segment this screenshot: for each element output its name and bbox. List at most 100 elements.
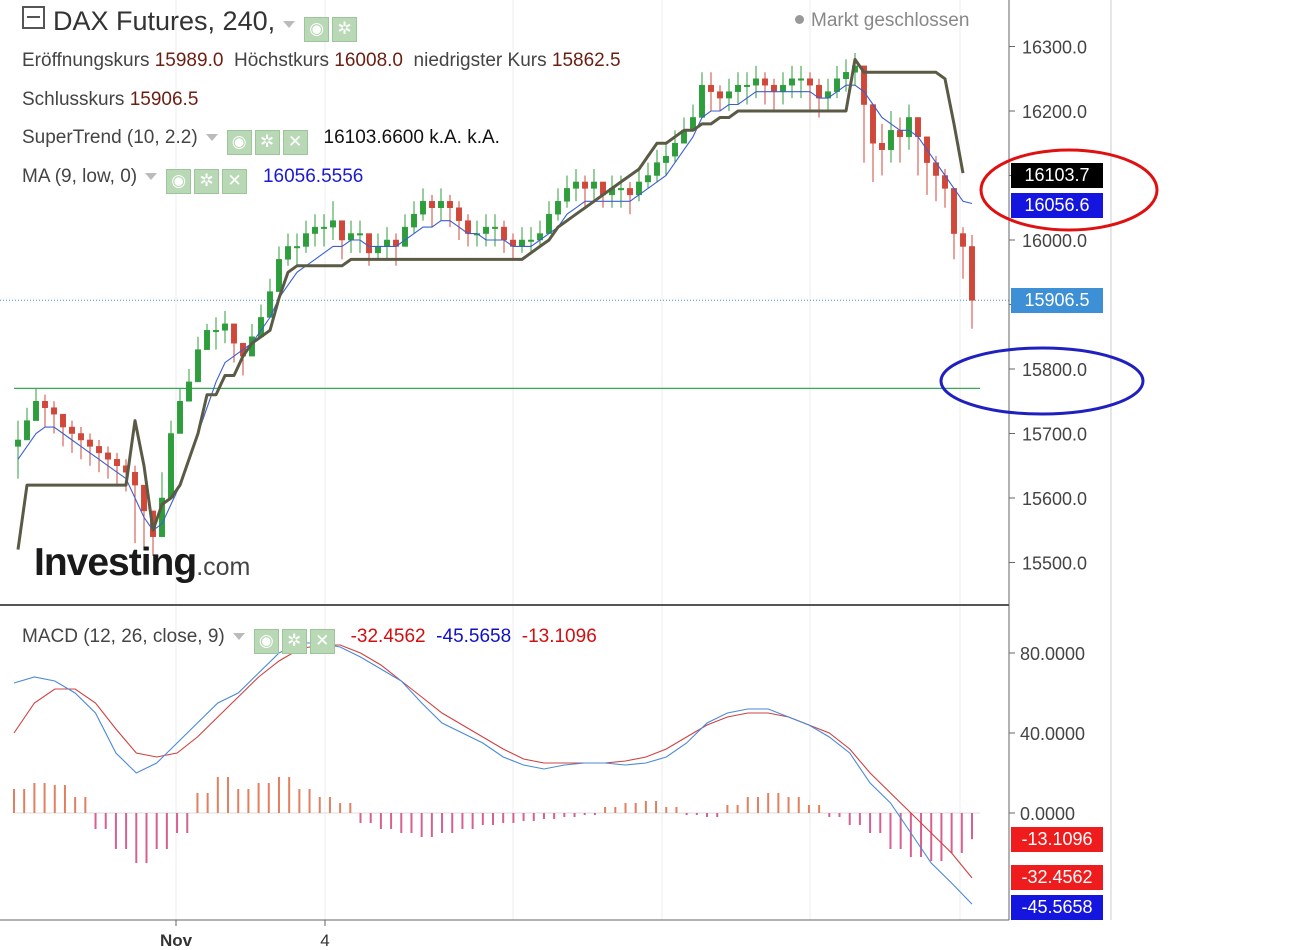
eye-icon[interactable]: ◉ (253, 629, 279, 654)
candle-body (456, 207, 462, 221)
candle (60, 413, 66, 447)
macd-legend: MACD (12, 26, close, 9) ◉ ✲ ✕ -32.4562 -45.… (22, 626, 597, 654)
candle-body (60, 413, 66, 428)
candle (573, 169, 579, 202)
candle (69, 420, 75, 453)
candle-body (582, 181, 588, 189)
candle-body (96, 446, 102, 454)
supertrend-value2: k.A. (429, 127, 462, 148)
macd-label: MACD (12, 26, close, 9) (22, 626, 225, 647)
chevron-down-icon[interactable] (145, 173, 158, 180)
candle (762, 72, 768, 105)
candle (222, 310, 228, 344)
gear-icon[interactable]: ✲ (281, 629, 307, 654)
close-icon[interactable]: ✕ (282, 130, 308, 155)
macd-tick-label: 40.0000 (1020, 724, 1085, 744)
candle-body (366, 233, 372, 254)
candle-body (321, 226, 327, 229)
candle-body (483, 226, 489, 234)
chevron-down-icon[interactable] (205, 134, 218, 141)
candle (591, 169, 597, 202)
candle-body (717, 91, 723, 99)
supertrend-price-tag: 16103.7 (1011, 163, 1103, 188)
candle-body (618, 188, 624, 191)
candle-body (222, 323, 228, 331)
candle (951, 188, 957, 260)
candle-body (15, 439, 21, 447)
market-status-text: Markt geschlossen (811, 10, 970, 31)
gear-icon[interactable]: ✲ (194, 169, 220, 194)
candle (771, 78, 777, 111)
investing-logo: Investing.com (34, 541, 250, 585)
candle-body (960, 233, 966, 247)
signal-line (13, 644, 973, 879)
candle-body (564, 188, 570, 202)
candle-body (645, 175, 651, 183)
ohlc-legend-row2: Schlusskurs 15906.5 (22, 89, 198, 111)
candle-body (744, 84, 750, 87)
candle (798, 65, 804, 99)
candle-body (87, 439, 93, 447)
candle (726, 78, 732, 111)
collapse-icon[interactable] (22, 6, 45, 29)
x-tick-label: 4 (320, 931, 329, 950)
candle-body (915, 117, 921, 138)
candle (177, 388, 183, 434)
candle (15, 420, 21, 479)
close-icon[interactable]: ✕ (222, 169, 248, 194)
eye-icon[interactable]: ◉ (226, 130, 252, 155)
price-tick-label: 15600.0 (1022, 489, 1087, 509)
candle (924, 136, 930, 195)
gear-icon[interactable]: ✲ (254, 130, 280, 155)
candle-body (24, 420, 30, 441)
candle (501, 220, 507, 253)
eye-icon[interactable]: ◉ (166, 169, 192, 194)
candle-body (375, 246, 381, 254)
price-tick-label: 15500.0 (1022, 554, 1087, 574)
candle-body (501, 226, 507, 241)
candle (546, 201, 552, 234)
gear-icon[interactable]: ✲ (332, 17, 358, 42)
candle (447, 194, 453, 228)
candle (312, 214, 318, 247)
price-tick-label: 16000.0 (1022, 231, 1087, 251)
hist-value: -13.1096 (521, 626, 597, 647)
candle-body (807, 78, 813, 86)
candle (717, 85, 723, 111)
supertrend-line (16, 57, 965, 550)
candle (465, 214, 471, 247)
candle (402, 214, 408, 247)
candle-body (294, 246, 300, 249)
macd-tick-label: 0.0000 (1020, 804, 1075, 824)
candle-body (114, 459, 120, 466)
price-tick-label: 16200.0 (1022, 102, 1087, 122)
low-value: 15862.5 (551, 50, 621, 71)
close-icon[interactable]: ✕ (309, 629, 335, 654)
candle-body (195, 349, 201, 383)
candle (366, 233, 372, 266)
chevron-down-icon[interactable] (283, 21, 296, 28)
candle (132, 465, 138, 544)
candle-body (519, 239, 525, 247)
candle-body (402, 226, 408, 247)
price-tick-label: 16300.0 (1022, 38, 1087, 58)
candle (267, 278, 273, 318)
ma-label: MA (9, low, 0) (22, 166, 138, 187)
chevron-down-icon[interactable] (232, 633, 245, 640)
candle-body (789, 78, 795, 86)
candle-body (213, 330, 219, 333)
candle-body (42, 401, 48, 408)
candle (861, 65, 867, 163)
candle-body (276, 259, 282, 292)
ma-value: 16056.5556 (262, 166, 364, 187)
candle-body (492, 226, 498, 229)
candle-body (654, 162, 660, 176)
candle (897, 117, 903, 163)
candle (654, 149, 660, 182)
candle-body (843, 72, 849, 80)
candle (105, 446, 111, 479)
eye-icon[interactable]: ◉ (304, 17, 330, 42)
candle (780, 72, 786, 105)
candle (114, 452, 120, 486)
